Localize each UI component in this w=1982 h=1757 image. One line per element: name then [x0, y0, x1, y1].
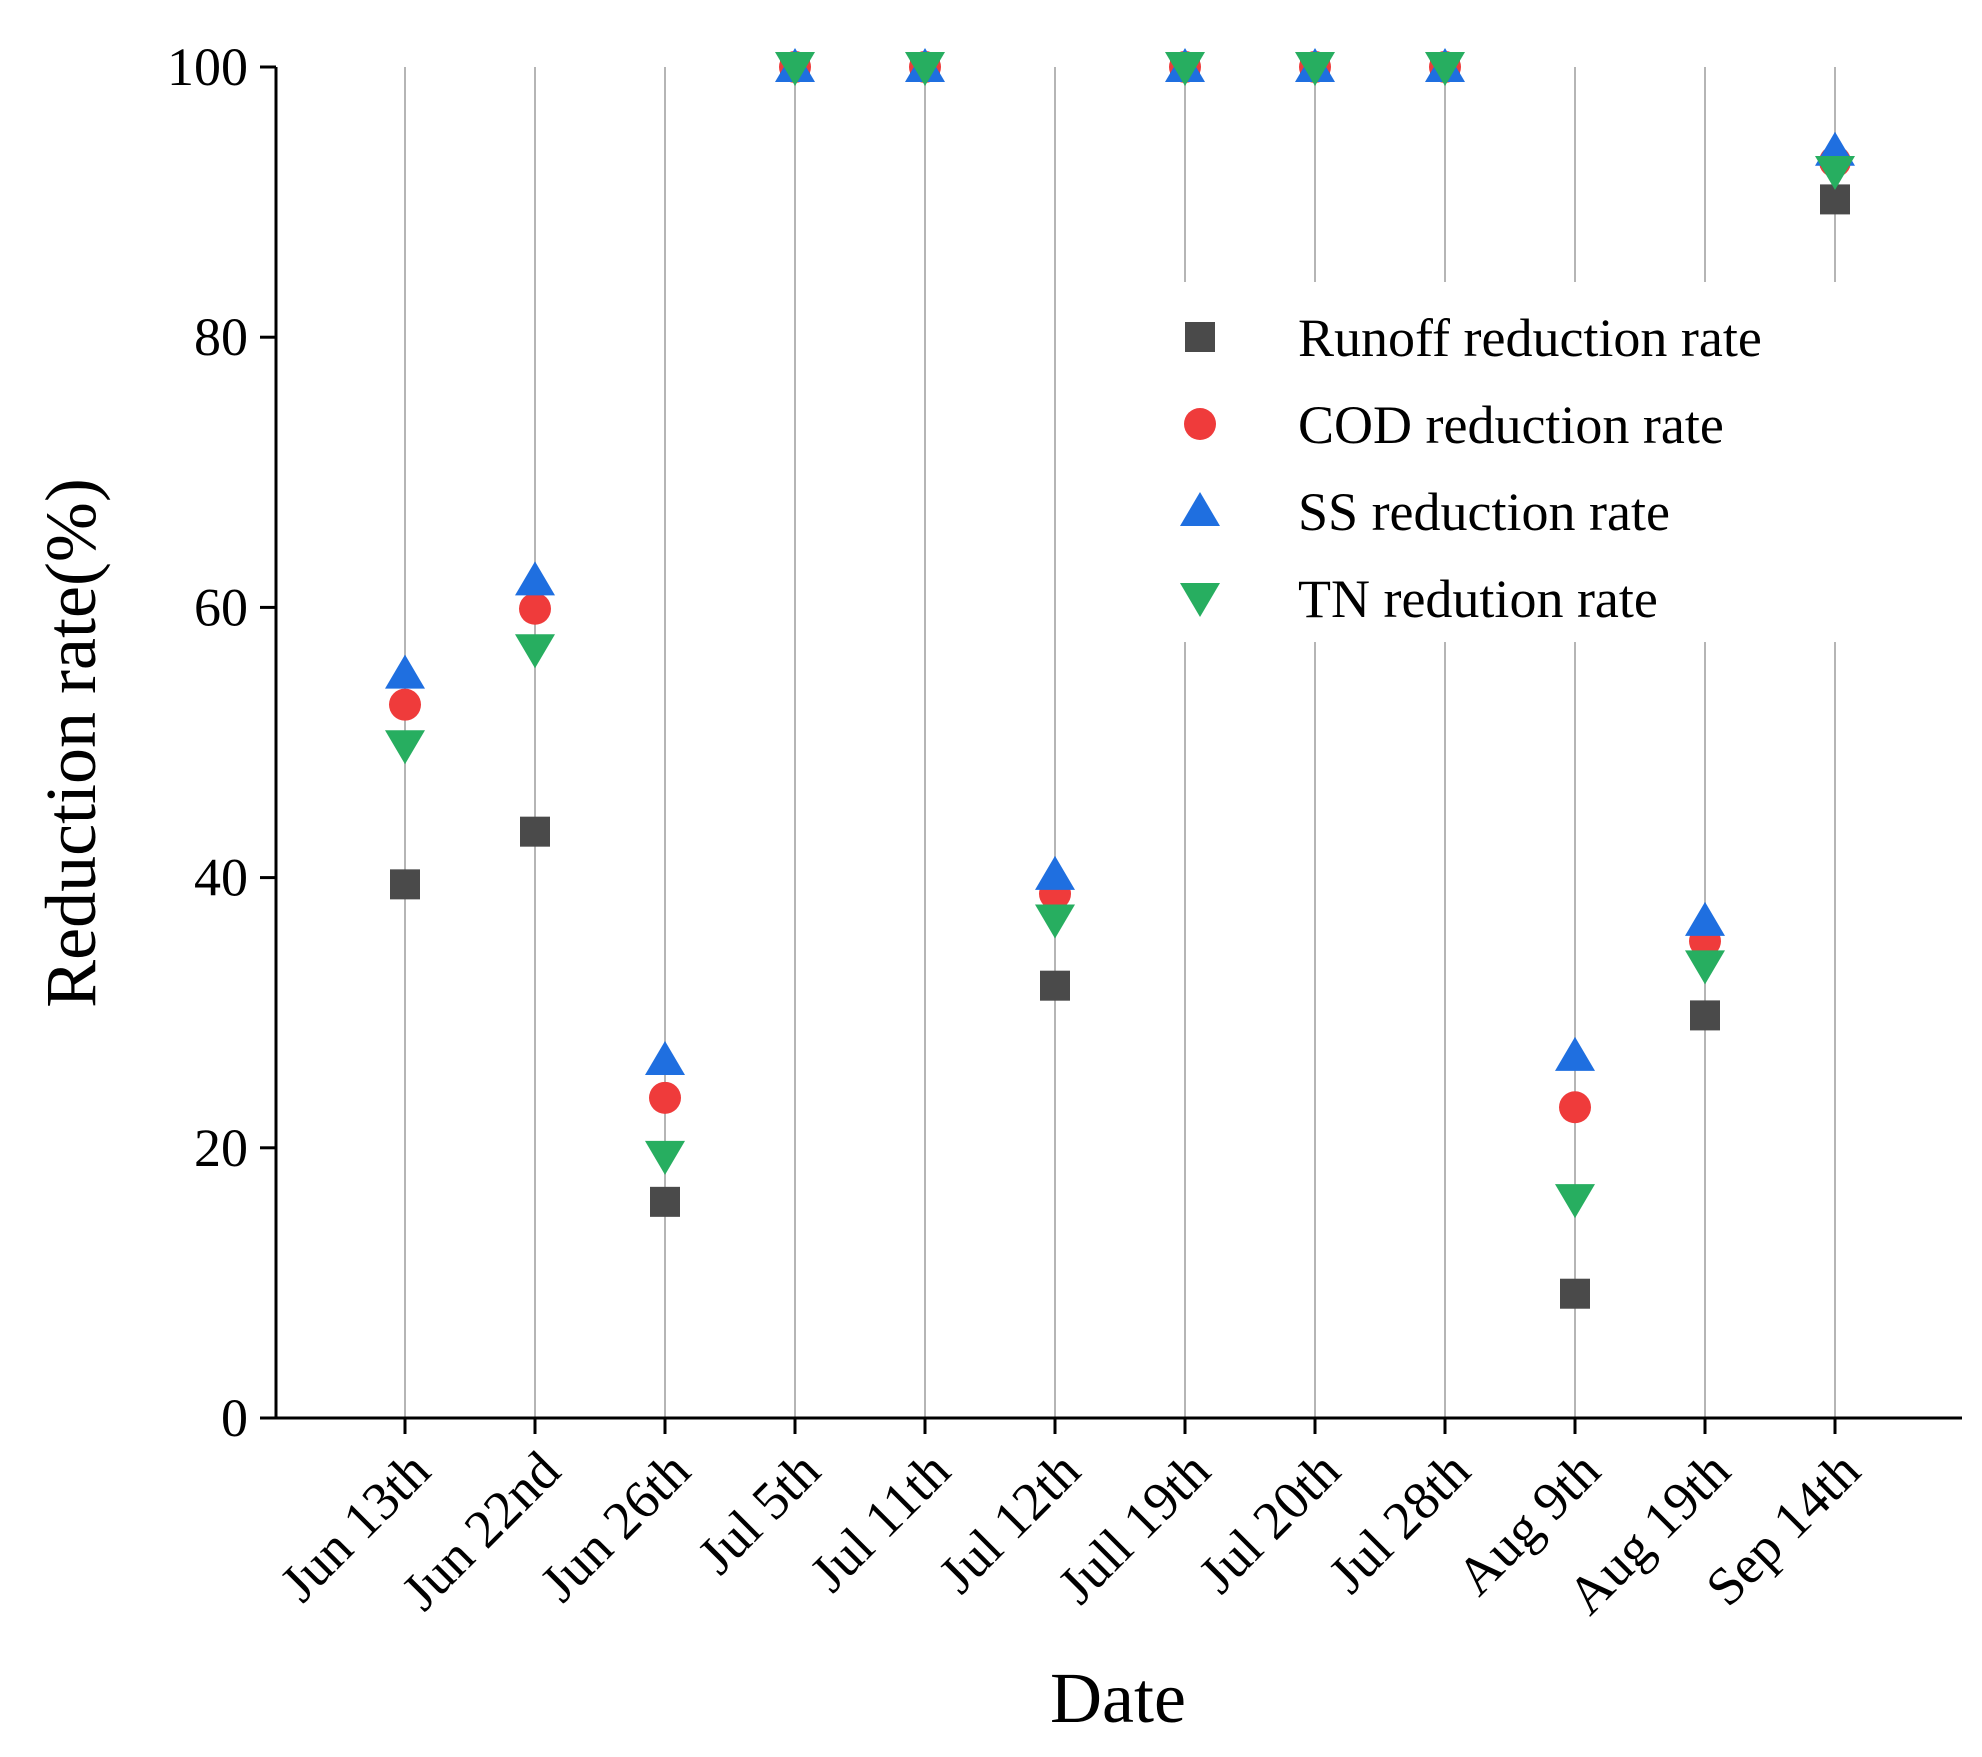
legend-marker-3: [1180, 492, 1220, 526]
data-point-runoff-reduction-rate: [650, 1186, 680, 1217]
data-point-runoff-reduction-rate: [1040, 970, 1070, 1001]
x-axis-title: Date: [1050, 1658, 1186, 1738]
data-point-ss-reduction-rate: [1685, 901, 1725, 936]
data-point-ss-reduction-rate: [385, 654, 425, 689]
y-tick-label: 80: [194, 307, 248, 367]
data-point-ss-reduction-rate: [1035, 855, 1075, 890]
x-tick-label: Jul 11th: [798, 1440, 961, 1603]
data-point-cod-reduction-rate: [389, 688, 421, 721]
data-point-tn-redution-rate: [1425, 52, 1465, 86]
data-point-tn-redution-rate: [775, 52, 815, 86]
legend-label: TN redution rate: [1298, 569, 1658, 629]
y-tick-label: 0: [221, 1388, 248, 1448]
data-point-tn-redution-rate: [1165, 52, 1205, 86]
data-point-tn-redution-rate: [1815, 156, 1855, 191]
legend-label: Runoff reduction rate: [1298, 308, 1762, 368]
vertical-grid-lines: [404, 67, 1836, 1418]
data-point-ss-reduction-rate: [515, 561, 555, 596]
data-point-runoff-reduction-rate: [520, 816, 550, 847]
data-point-runoff-reduction-rate: [390, 869, 420, 900]
data-point-runoff-reduction-rate: [1690, 1000, 1720, 1031]
legend-box: [1160, 282, 1960, 642]
data-point-tn-redution-rate: [1035, 904, 1075, 939]
legend-label: COD reduction rate: [1298, 395, 1724, 455]
data-markers: [385, 48, 1855, 1309]
y-axis-title: Reduction rate(%): [31, 478, 111, 1008]
x-tick-label: Jul 20th: [1187, 1440, 1351, 1604]
y-tick-label: 60: [194, 577, 248, 637]
data-point-runoff-reduction-rate: [1560, 1278, 1590, 1309]
x-tick-label: Jul 28th: [1317, 1440, 1481, 1604]
data-point-tn-redution-rate: [1555, 1184, 1595, 1219]
data-point-ss-reduction-rate: [1555, 1036, 1595, 1071]
legend: Runoff reduction rate COD reduction rate S…: [1180, 308, 1762, 629]
legend-marker-2: [1184, 408, 1216, 440]
y-tick-label: 40: [194, 848, 248, 908]
data-point-cod-reduction-rate: [649, 1081, 681, 1114]
data-point-tn-redution-rate: [385, 730, 425, 765]
legend-background: [1160, 282, 1960, 642]
y-tick-label: 100: [167, 37, 248, 97]
legend-marker-1: [1185, 322, 1215, 352]
data-point-tn-redution-rate: [905, 52, 945, 86]
data-point-ss-reduction-rate: [645, 1040, 685, 1075]
data-point-cod-reduction-rate: [519, 592, 551, 625]
data-point-tn-redution-rate: [515, 634, 555, 669]
data-point-tn-redution-rate: [1685, 950, 1725, 985]
legend-marker-4: [1180, 583, 1220, 617]
data-point-tn-redution-rate: [1295, 52, 1335, 86]
data-point-tn-redution-rate: [645, 1140, 685, 1175]
y-tick-label: 20: [194, 1118, 248, 1178]
legend-label: SS reduction rate: [1298, 482, 1670, 542]
data-point-cod-reduction-rate: [1559, 1091, 1591, 1124]
